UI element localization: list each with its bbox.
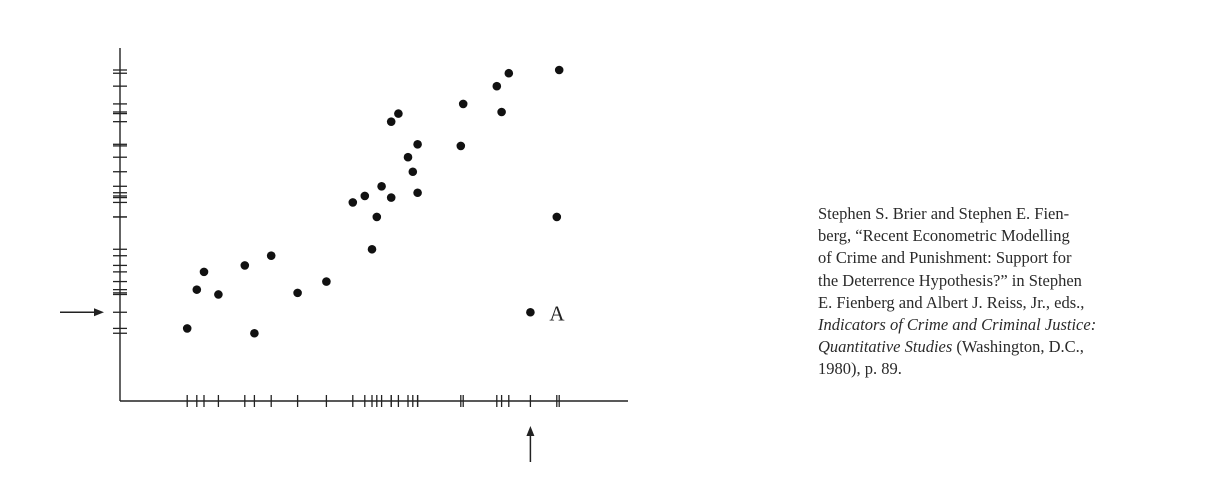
data-point (360, 191, 370, 201)
data-point (554, 65, 564, 75)
data-point (214, 290, 223, 299)
data-point (552, 212, 562, 222)
data-point (199, 267, 209, 277)
data-point (182, 324, 192, 333)
data-point (322, 277, 331, 286)
data-point (367, 244, 377, 254)
data-point (526, 307, 535, 317)
citation-italic: Quantitative Studies (818, 337, 953, 357)
citation-italic: Indicators of Crime and Criminal Justice… (818, 315, 1097, 335)
citation-line: Stephen S. Brier and Stephen E. Fien- (818, 204, 1070, 223)
data-point (377, 181, 386, 191)
data-point (458, 99, 468, 109)
data-point (492, 81, 502, 91)
data-point (240, 261, 250, 270)
data-point (497, 107, 506, 117)
y-arrow-head (94, 308, 104, 317)
data-point (394, 109, 403, 118)
citation-line: Quantitative Studies (Washington, D.C., (818, 336, 1178, 358)
data-point (348, 198, 358, 207)
citation: Stephen S. Brier and Stephen E. Fien- be… (818, 203, 1178, 381)
citation-line: Indicators of Crime and Criminal Justice… (818, 314, 1178, 336)
data-point (192, 285, 202, 294)
data-point (413, 188, 422, 198)
data-point (386, 193, 396, 202)
data-points (182, 65, 564, 338)
citation-line: of Crime and Punishment: Support for (818, 248, 1072, 268)
y-rug-ticks (113, 69, 127, 334)
outlier-label-A: A (549, 301, 565, 325)
data-point (372, 212, 382, 222)
axes (119, 48, 628, 402)
citation-line: 1980), p. 89. (818, 359, 902, 379)
data-point (504, 68, 514, 78)
citation-line: berg, “Recent Econometric Modelling (818, 226, 1070, 246)
x-rug-ticks (186, 395, 560, 407)
data-point (386, 117, 396, 126)
data-point (408, 167, 418, 177)
data-point (403, 152, 413, 162)
data-point (456, 141, 466, 151)
data-point (266, 251, 276, 261)
data-point (250, 328, 259, 338)
citation-line: E. Fienberg and Albert J. Reiss, Jr., ed… (818, 292, 1085, 312)
citation-line: the Deterrence Hypothesis?” in Stephen (818, 270, 1082, 290)
citation-text: (Washington, D.C., (952, 337, 1084, 357)
data-point (413, 139, 422, 149)
outlier-arrows (60, 308, 535, 462)
data-point (293, 288, 302, 298)
x-arrow-head (526, 426, 535, 436)
